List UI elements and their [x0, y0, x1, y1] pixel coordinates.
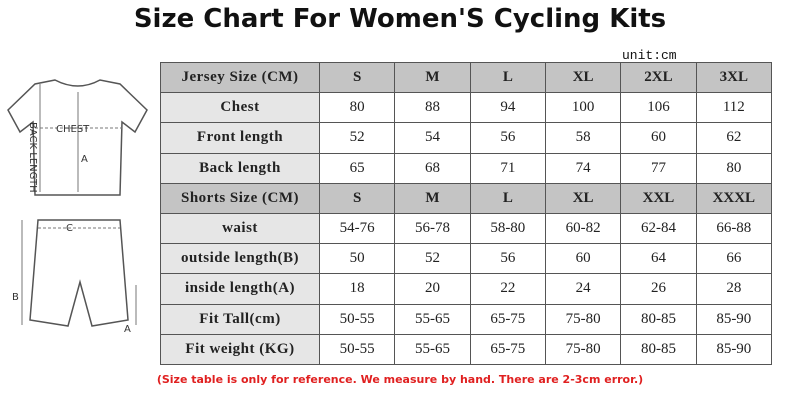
cell: Fit weight (KG) — [160, 333, 320, 366]
header-cell: L — [469, 61, 546, 94]
cell: 60 — [544, 243, 622, 275]
header-cell: XL — [544, 61, 622, 94]
header-row: Shorts Size (CM) S M L XL XXL XXXL — [160, 182, 773, 214]
cell: 28 — [695, 273, 773, 305]
cell: 75-80 — [544, 303, 622, 335]
shorts-label: C — [66, 223, 73, 234]
cell: 77 — [620, 152, 697, 184]
cell: Back length — [160, 152, 320, 184]
cell: 100 — [544, 92, 622, 124]
cell: 74 — [544, 152, 622, 184]
cell: 56 — [469, 243, 546, 275]
row: Fit weight (KG) 50-55 55-65 65-75 75-80 80-85… — [160, 333, 773, 366]
cell: 80-85 — [620, 303, 697, 335]
cell: 65-75 — [469, 333, 546, 366]
title: Size Chart For Women'S Cycling Kits — [133, 4, 667, 34]
shorts-label: B — [12, 292, 19, 303]
row: Back length 65 68 71 74 77 80 — [160, 152, 773, 184]
size-table: Jersey Size (CM) S M L XL 2XL 3XL Chest 80 88 94 10… — [160, 61, 773, 366]
cell: 56-78 — [394, 212, 471, 245]
header-cell: M — [394, 182, 471, 214]
cell: 80 — [318, 92, 396, 124]
shorts-label: A — [124, 324, 131, 335]
cell: 106 — [620, 92, 697, 124]
jersey-label: A — [81, 154, 88, 165]
cell: 50-55 — [318, 333, 396, 366]
cell: Chest — [160, 92, 320, 124]
cell: 85-90 — [695, 303, 773, 335]
cell: 50 — [318, 243, 396, 275]
illustration: CHEST BACK LENGTH A C B A — [7, 79, 148, 335]
cell: 58 — [544, 122, 622, 154]
cell: 58-80 — [469, 212, 546, 245]
cell: 65 — [318, 152, 396, 184]
cell: 54 — [394, 122, 471, 154]
cell: 80-85 — [620, 333, 697, 366]
cell: 68 — [394, 152, 471, 184]
footnote: (Size table is only for reference. We me… — [156, 373, 644, 386]
row: Chest 80 88 94 100 106 112 — [160, 92, 773, 124]
cell: waist — [160, 212, 320, 245]
row: Fit Tall(cm) 50-55 55-65 65-75 75-80 80-85 85-… — [160, 303, 773, 335]
cell: 52 — [394, 243, 471, 275]
cell: 24 — [544, 273, 622, 305]
cell: Fit Tall(cm) — [160, 303, 320, 335]
row: outside length(B) 50 52 56 60 64 66 — [160, 243, 773, 275]
cell: 71 — [469, 152, 546, 184]
header-cell: Shorts Size (CM) — [160, 182, 320, 214]
unit: unit:cm — [622, 48, 677, 63]
cell: 66-88 — [695, 212, 773, 245]
cell: 18 — [318, 273, 396, 305]
cell: outside length(B) — [160, 243, 320, 275]
cell: Front length — [160, 122, 320, 154]
cell: inside length(A) — [160, 273, 320, 305]
cell: 55-65 — [394, 333, 471, 366]
jersey-outline — [7, 79, 148, 196]
cell: 66 — [695, 243, 773, 275]
cell: 62-84 — [620, 212, 697, 245]
cell: 52 — [318, 122, 396, 154]
cell: 22 — [469, 273, 546, 305]
cell: 80 — [695, 152, 773, 184]
cell: 88 — [394, 92, 471, 124]
cell: 20 — [394, 273, 471, 305]
cell: 65-75 — [469, 303, 546, 335]
header-cell: XL — [544, 182, 622, 214]
header-cell: XXL — [620, 182, 697, 214]
jersey-label: BACK LENGTH — [27, 122, 38, 193]
cell: 85-90 — [695, 333, 773, 366]
header-cell: L — [469, 182, 546, 214]
cell: 55-65 — [394, 303, 471, 335]
cell: 50-55 — [318, 303, 396, 335]
cell: 94 — [469, 92, 546, 124]
header-cell: 3XL — [695, 61, 773, 94]
cell: 26 — [620, 273, 697, 305]
header-row: Jersey Size (CM) S M L XL 2XL 3XL — [160, 61, 773, 94]
header-cell: M — [394, 61, 471, 94]
cell: 60-82 — [544, 212, 622, 245]
header-cell: Jersey Size (CM) — [160, 61, 320, 94]
shorts-outline — [29, 219, 129, 327]
cell: 75-80 — [544, 333, 622, 366]
cell: 54-76 — [318, 212, 396, 245]
header-cell: 2XL — [620, 61, 697, 94]
cell: 60 — [620, 122, 697, 154]
header-cell: S — [318, 182, 396, 214]
cell: 64 — [620, 243, 697, 275]
row: inside length(A) 18 20 22 24 26 28 — [160, 273, 773, 305]
cell: 56 — [469, 122, 546, 154]
header-cell: XXXL — [695, 182, 773, 214]
row: waist 54-76 56-78 58-80 60-82 62-84 66-88 — [160, 212, 773, 245]
cell: 62 — [695, 122, 773, 154]
jersey-label: CHEST — [56, 124, 90, 135]
row: Front length 52 54 56 58 60 62 — [160, 122, 773, 154]
header-cell: S — [318, 61, 396, 94]
cell: 112 — [695, 92, 773, 124]
